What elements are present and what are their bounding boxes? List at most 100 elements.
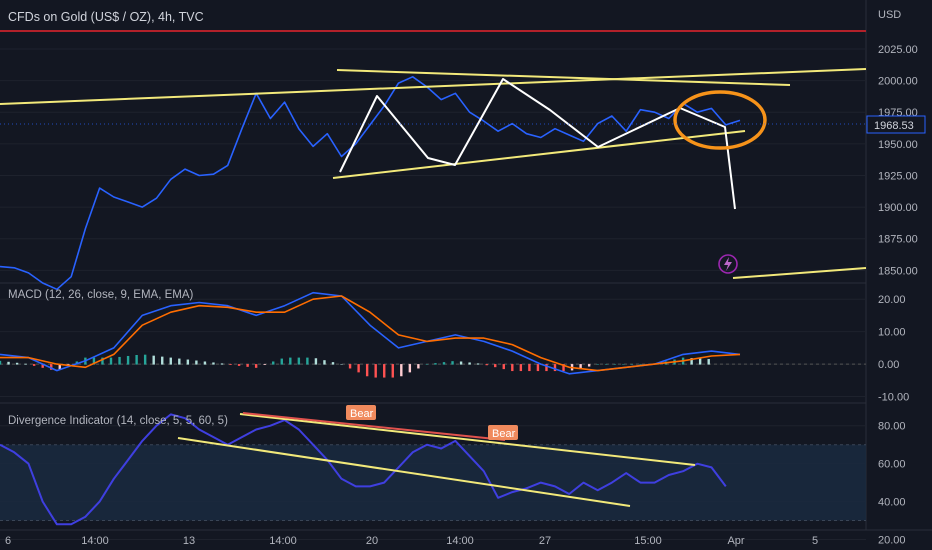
x-tick-label-6: 27 <box>539 535 551 547</box>
lightning-icon-bolt <box>724 257 732 271</box>
histogram-bar-141 <box>400 364 403 377</box>
y-tick-label-0-5: 1900.00 <box>878 202 918 214</box>
histogram-bar-102 <box>289 357 292 365</box>
y-tick-label-0-1: 2000.00 <box>878 76 918 88</box>
upper-channel-line <box>0 68 867 105</box>
y-tick-label-2-2: 40.00 <box>878 497 906 509</box>
histogram-bar-159 <box>451 361 454 365</box>
histogram-bar-18 <box>50 364 53 370</box>
histogram-bar-12 <box>32 364 36 366</box>
histogram-bar-72 <box>203 361 207 365</box>
histogram-bar-144 <box>408 364 412 373</box>
histogram-bar-87 <box>246 364 249 367</box>
histogram-bar-174 <box>494 364 497 368</box>
y-tick-label-1-0: 20.00 <box>878 294 906 306</box>
y-tick-label-0-3: 1950.00 <box>878 139 918 151</box>
histogram-bar-207 <box>587 364 591 367</box>
histogram-bar-90 <box>254 364 258 368</box>
histogram-bar-189 <box>536 364 540 372</box>
chart-title: CFDs on Gold (US$ / OZ), 4h, TVC <box>8 10 204 24</box>
histogram-bar-66 <box>186 359 190 365</box>
histogram-bar-51 <box>143 354 147 365</box>
histogram-bar-186 <box>528 364 531 372</box>
histogram-bar-171 <box>485 364 488 366</box>
histogram-bar-177 <box>502 364 505 370</box>
support-trendline <box>332 130 746 179</box>
white-zigzag-pattern <box>339 78 736 210</box>
histogram-bar-192 <box>545 364 548 372</box>
histogram-bar-63 <box>178 358 181 365</box>
histogram-bar-138 <box>391 364 394 378</box>
histogram-bar-9 <box>24 363 27 365</box>
lower-trendline <box>732 267 867 279</box>
series-line-2-0 <box>0 413 727 526</box>
histogram-bar-6 <box>15 362 19 365</box>
divergence-upper-trendline <box>239 413 696 466</box>
x-tick-label-3: 14:00 <box>269 535 297 547</box>
histogram-bar-114 <box>323 360 326 365</box>
histogram-bar-153 <box>434 363 437 365</box>
histogram-bar-105 <box>297 357 301 365</box>
histogram-bar-225 <box>639 364 642 365</box>
x-tick-label-8: Apr <box>727 535 744 547</box>
divergence-lower-trendline <box>177 437 631 507</box>
histogram-bar-111 <box>314 358 318 365</box>
divergence-title: Divergence Indicator (14, close, 5, 5, 6… <box>8 415 228 427</box>
histogram-bar-123 <box>348 364 352 369</box>
bear-label-1-box <box>346 405 376 420</box>
price-label: 1968.53 <box>874 120 914 132</box>
histogram-bar-48 <box>135 355 138 365</box>
histogram-bar-42 <box>118 356 121 365</box>
series-layer <box>0 76 741 526</box>
histogram-bar-129 <box>365 364 369 377</box>
x-tick-label-7: 15:00 <box>634 535 662 547</box>
histogram-bar-246 <box>698 358 702 365</box>
currency-label: USD <box>878 9 901 21</box>
series-line-1-1 <box>0 295 741 372</box>
histogram-bar-21 <box>58 364 61 370</box>
y-tick-label-2-3: 20.00 <box>878 534 906 546</box>
histogram-bar-78 <box>220 363 224 365</box>
bear-label-2: Bear <box>492 428 516 440</box>
histogram-bar-162 <box>459 361 463 365</box>
x-tick-label-2: 13 <box>183 535 195 547</box>
histogram-bar-156 <box>442 362 446 365</box>
histogram-bar-3 <box>7 361 10 365</box>
histogram-bar-84 <box>237 364 241 366</box>
lightning-icon[interactable] <box>718 254 738 274</box>
x-tick-label-1: 14:00 <box>81 535 109 547</box>
series-line-0-0 <box>0 76 741 291</box>
histogram-bar-99 <box>280 358 283 365</box>
y-tick-label-1-1: 10.00 <box>878 327 906 339</box>
x-tick-label-5: 14:00 <box>446 535 474 547</box>
macd-histogram <box>0 354 710 378</box>
y-axis-ticks: 2025.002000.001975.001950.001925.001900.… <box>878 44 918 547</box>
histogram-bar-135 <box>383 364 386 378</box>
histogram-bar-117 <box>331 362 335 365</box>
price-label-box[interactable] <box>866 115 926 134</box>
histogram-bar-180 <box>511 364 514 372</box>
histogram-bar-213 <box>605 364 608 365</box>
histogram-bar-15 <box>41 364 44 368</box>
histogram-bar-0 <box>0 360 2 365</box>
histogram-bar-249 <box>707 359 710 365</box>
histogram-bar-108 <box>306 357 309 365</box>
y-tick-label-1-2: 0.00 <box>878 359 899 371</box>
y-tick-label-0-0: 2025.00 <box>878 44 918 56</box>
price-axis-background <box>866 0 932 550</box>
histogram-bar-222 <box>630 364 634 365</box>
histogram-bar-39 <box>109 357 113 365</box>
histogram-bar-204 <box>579 364 582 369</box>
x-axis-ticks: 6 14:00 13 14:00 20 14:00 27 15:00 Apr 5 <box>5 535 818 547</box>
histogram-bar-132 <box>374 364 377 378</box>
histogram-bar-198 <box>562 364 565 372</box>
histogram-bar-69 <box>195 360 198 365</box>
histogram-bar-195 <box>553 364 557 372</box>
histogram-bar-33 <box>92 357 96 365</box>
bear-label-1: Bear <box>350 408 374 420</box>
y-tick-label-0-7: 1850.00 <box>878 265 918 277</box>
x-tick-label-0: 6 <box>5 535 11 547</box>
y-tick-label-0-6: 1875.00 <box>878 234 918 246</box>
x-tick-label-4: 20 <box>366 535 378 547</box>
